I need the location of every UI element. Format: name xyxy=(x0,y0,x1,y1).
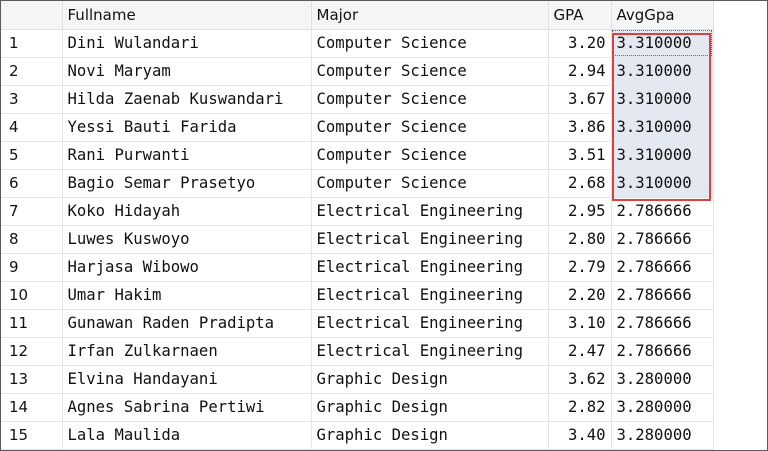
row-number-cell[interactable]: 6 xyxy=(1,169,63,198)
cell-fullname[interactable]: Luwes Kuswoyo xyxy=(62,225,312,254)
cell-avggpa[interactable]: 3.310000 xyxy=(611,141,714,170)
cell-fullname[interactable]: Hilda Zaenab Kuswandari xyxy=(62,85,312,114)
table-row[interactable]: 10 Umar Hakim Electrical Engineering 2.20 2.… xyxy=(1,281,714,310)
row-number-cell[interactable]: 7 xyxy=(1,197,63,226)
cell-avggpa[interactable]: 2.786666 xyxy=(611,337,714,366)
cell-fullname[interactable]: Agnes Sabrina Pertiwi xyxy=(62,393,312,422)
table-row[interactable]: 4 Yessi Bauti Farida Computer Science 3.86 3… xyxy=(1,113,714,142)
cell-gpa[interactable]: 2.95 xyxy=(548,197,612,226)
cell-major[interactable]: Computer Science xyxy=(311,169,549,198)
row-number-cell[interactable]: 12 xyxy=(1,337,63,366)
column-header-avggpa[interactable]: AvgGpa xyxy=(611,1,714,30)
row-number-cell[interactable]: 3 xyxy=(1,85,63,114)
cell-fullname[interactable]: Bagio Semar Prasetyo xyxy=(62,169,312,198)
row-number-cell[interactable]: 11 xyxy=(1,309,63,338)
cell-major[interactable]: Computer Science xyxy=(311,29,549,58)
cell-avggpa[interactable]: 3.280000 xyxy=(611,365,714,394)
cell-gpa[interactable]: 2.82 xyxy=(548,393,612,422)
table-row[interactable]: 14 Agnes Sabrina Pertiwi Graphic Design 2.8… xyxy=(1,393,714,422)
cell-gpa[interactable]: 3.86 xyxy=(548,113,612,142)
table-row[interactable]: 2 Novi Maryam Computer Science 2.94 3.310000 xyxy=(1,57,714,86)
table-row[interactable]: 1 Dini Wulandari Computer Science 3.20 3.310… xyxy=(1,29,714,58)
row-number-cell[interactable]: 9 xyxy=(1,253,63,282)
cell-gpa[interactable]: 2.47 xyxy=(548,337,612,366)
cell-fullname[interactable]: Elvina Handayani xyxy=(62,365,312,394)
cell-major[interactable]: Electrical Engineering xyxy=(311,253,549,282)
row-number-cell[interactable]: 14 xyxy=(1,393,63,422)
cell-major[interactable]: Graphic Design xyxy=(311,393,549,422)
cell-avggpa[interactable]: 3.310000 xyxy=(611,57,714,86)
header-row: Fullname Major GPA AvgGpa xyxy=(1,1,714,30)
cell-gpa[interactable]: 2.94 xyxy=(548,57,612,86)
cell-gpa[interactable]: 2.68 xyxy=(548,169,612,198)
cell-gpa[interactable]: 3.51 xyxy=(548,141,612,170)
row-number-header[interactable] xyxy=(1,1,63,30)
cell-avggpa[interactable]: 3.280000 xyxy=(611,421,714,450)
cell-avggpa[interactable]: 2.786666 xyxy=(611,309,714,338)
column-header-fullname[interactable]: Fullname xyxy=(62,1,312,30)
row-number-cell[interactable]: 8 xyxy=(1,225,63,254)
row-number-cell[interactable]: 5 xyxy=(1,141,63,170)
cell-major[interactable]: Computer Science xyxy=(311,141,549,170)
cell-gpa[interactable]: 3.20 xyxy=(548,29,612,58)
table-row[interactable]: 9 Harjasa Wibowo Electrical Engineering 2.7… xyxy=(1,253,714,282)
cell-fullname[interactable]: Harjasa Wibowo xyxy=(62,253,312,282)
table-row[interactable]: 5 Rani Purwanti Computer Science 3.51 3.3100… xyxy=(1,141,714,170)
row-number-cell[interactable]: 13 xyxy=(1,365,63,394)
cell-major[interactable]: Computer Science xyxy=(311,113,549,142)
cell-major[interactable]: Computer Science xyxy=(311,57,549,86)
cell-avggpa[interactable]: 3.310000 xyxy=(611,113,714,142)
cell-major[interactable]: Electrical Engineering xyxy=(311,225,549,254)
cell-fullname[interactable]: Koko Hidayah xyxy=(62,197,312,226)
cell-gpa[interactable]: 3.67 xyxy=(548,85,612,114)
cell-fullname[interactable]: Irfan Zulkarnaen xyxy=(62,337,312,366)
cell-major[interactable]: Graphic Design xyxy=(311,421,549,450)
cell-gpa[interactable]: 3.10 xyxy=(548,309,612,338)
results-grid: Fullname Major GPA AvgGpa 1 Dini Wulandar… xyxy=(1,1,714,450)
cell-avggpa[interactable]: 3.310000 xyxy=(611,169,714,198)
cell-major[interactable]: Electrical Engineering xyxy=(311,197,549,226)
cell-fullname[interactable]: Umar Hakim xyxy=(62,281,312,310)
cell-major[interactable]: Computer Science xyxy=(311,85,549,114)
cell-gpa[interactable]: 3.62 xyxy=(548,365,612,394)
cell-major[interactable]: Electrical Engineering xyxy=(311,337,549,366)
cell-avggpa[interactable]: 3.310000 xyxy=(611,29,714,58)
table-row[interactable]: 12 Irfan Zulkarnaen Electrical Engineering… xyxy=(1,337,714,366)
cell-major[interactable]: Electrical Engineering xyxy=(311,309,549,338)
row-number-cell[interactable]: 1 xyxy=(1,29,63,58)
cell-fullname[interactable]: Lala Maulida xyxy=(62,421,312,450)
table-row[interactable]: 6 Bagio Semar Prasetyo Computer Science 2.6… xyxy=(1,169,714,198)
cell-fullname[interactable]: Yessi Bauti Farida xyxy=(62,113,312,142)
row-number-cell[interactable]: 4 xyxy=(1,113,63,142)
row-number-cell[interactable]: 15 xyxy=(1,421,63,450)
column-header-major[interactable]: Major xyxy=(311,1,549,30)
cell-fullname[interactable]: Rani Purwanti xyxy=(62,141,312,170)
cell-fullname[interactable]: Novi Maryam xyxy=(62,57,312,86)
table-row[interactable]: 13 Elvina Handayani Graphic Design 3.62 3.28… xyxy=(1,365,714,394)
table-row[interactable]: 7 Koko Hidayah Electrical Engineering 2.95 2… xyxy=(1,197,714,226)
cell-avggpa[interactable]: 2.786666 xyxy=(611,253,714,282)
cell-avggpa[interactable]: 2.786666 xyxy=(611,225,714,254)
table-row[interactable]: 8 Luwes Kuswoyo Electrical Engineering 2.80… xyxy=(1,225,714,254)
cell-fullname[interactable]: Gunawan Raden Pradipta xyxy=(62,309,312,338)
cell-major[interactable]: Electrical Engineering xyxy=(311,281,549,310)
cell-avggpa[interactable]: 2.786666 xyxy=(611,197,714,226)
table-row[interactable]: 11 Gunawan Raden Pradipta Electrical Engin… xyxy=(1,309,714,338)
cell-avggpa[interactable]: 2.786666 xyxy=(611,281,714,310)
table-row[interactable]: 3 Hilda Zaenab Kuswandari Computer Science… xyxy=(1,85,714,114)
cell-gpa[interactable]: 2.80 xyxy=(548,225,612,254)
row-number-cell[interactable]: 10 xyxy=(1,281,63,310)
cell-gpa[interactable]: 2.20 xyxy=(548,281,612,310)
cell-major[interactable]: Graphic Design xyxy=(311,365,549,394)
cell-avggpa[interactable]: 3.280000 xyxy=(611,393,714,422)
cell-gpa[interactable]: 3.40 xyxy=(548,421,612,450)
column-header-gpa[interactable]: GPA xyxy=(548,1,612,30)
row-number-cell[interactable]: 2 xyxy=(1,57,63,86)
table-row[interactable]: 15 Lala Maulida Graphic Design 3.40 3.280000 xyxy=(1,421,714,450)
cell-gpa[interactable]: 2.79 xyxy=(548,253,612,282)
cell-fullname[interactable]: Dini Wulandari xyxy=(62,29,312,58)
cell-avggpa[interactable]: 3.310000 xyxy=(611,85,714,114)
